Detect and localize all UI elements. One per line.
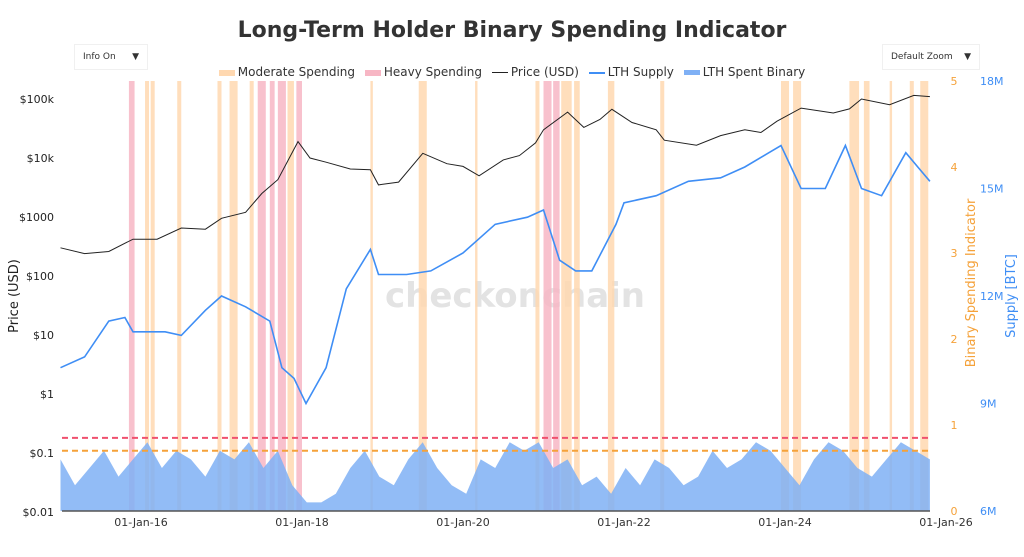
band-moderate <box>849 81 860 511</box>
legend-heavy[interactable]: Heavy Spending <box>364 65 482 79</box>
y-supply-tick-label: 15M <box>980 183 1004 196</box>
info-label: Info On <box>83 52 116 62</box>
band-heavy <box>296 81 302 511</box>
band-moderate <box>793 81 802 511</box>
y-left-tick-label: $0.1 <box>30 447 55 460</box>
y-left-tick-label: $10k <box>27 152 55 165</box>
band-moderate <box>177 81 182 511</box>
chart-title: Long-Term Holder Binary Spending Indicat… <box>237 18 787 43</box>
chevron-down-icon: ▼ <box>964 52 971 62</box>
info-dropdown[interactable]: Info On ▼ <box>74 44 148 70</box>
y-left-axis-title: Price (USD) <box>7 259 22 333</box>
band-heavy <box>257 81 266 511</box>
lth-supply-line <box>60 143 931 406</box>
band-moderate <box>535 81 540 511</box>
band-moderate <box>475 81 478 511</box>
band-moderate <box>287 81 294 511</box>
band-moderate <box>607 81 615 511</box>
x-tick-label: 01-Jan-26 <box>919 516 973 529</box>
band-moderate <box>660 81 665 511</box>
y-supply-tick-label: 12M <box>980 290 1004 303</box>
y-binary-axis-title: Binary Spending Indicator <box>964 198 979 367</box>
y-supply-tick-label: 9M <box>980 398 997 411</box>
band-moderate <box>145 81 150 511</box>
price-line <box>60 94 930 255</box>
band-moderate <box>249 81 254 511</box>
y-binary-tick-label: 3 <box>951 247 958 260</box>
band-moderate <box>217 81 222 511</box>
y-left-tick-label: $1000 <box>19 211 54 224</box>
legend-price[interactable]: Price (USD) <box>491 65 579 79</box>
band-moderate <box>920 81 929 511</box>
band-heavy <box>553 81 560 511</box>
band-moderate <box>780 81 790 511</box>
band-moderate <box>229 81 238 511</box>
y-binary-tick-label: 1 <box>951 419 958 432</box>
band-heavy <box>269 81 275 511</box>
band-moderate <box>574 81 580 511</box>
y-left-tick-label: $1 <box>40 388 54 401</box>
band-moderate <box>561 81 572 511</box>
zoom-label: Default Zoom <box>891 52 953 62</box>
y-left-tick-label: $10 <box>33 329 54 342</box>
zoom-dropdown[interactable]: Default Zoom ▼ <box>882 44 980 70</box>
x-tick-label: 01-Jan-18 <box>275 516 329 529</box>
band-heavy <box>277 81 286 511</box>
legend-moderate[interactable]: Moderate Spending <box>218 65 355 79</box>
y-binary-tick-label: 0 <box>951 505 958 518</box>
y-binary-tick-label: 4 <box>951 161 958 174</box>
band-moderate <box>150 81 155 511</box>
band-heavy <box>543 81 552 511</box>
band-moderate <box>889 81 893 511</box>
band-moderate <box>863 81 870 511</box>
y-supply-tick-label: 6M <box>980 505 997 518</box>
y-supply-tick-label: 18M <box>980 75 1004 88</box>
lth-spent-binary-area <box>60 442 930 511</box>
y-supply-axis-title: Supply [BTC] <box>1004 254 1019 338</box>
x-tick-label: 01-Jan-24 <box>758 516 812 529</box>
y-binary-tick-label: 5 <box>951 75 958 88</box>
x-tick-label: 01-Jan-20 <box>436 516 490 529</box>
legend-supply[interactable]: LTH Supply <box>588 65 674 79</box>
band-moderate <box>909 81 914 511</box>
band-moderate <box>370 81 373 511</box>
legend-spent[interactable]: LTH Spent Binary <box>683 65 805 79</box>
watermark: checkonchain <box>385 276 645 316</box>
chevron-down-icon: ▼ <box>132 52 139 62</box>
y-left-tick-label: $100k <box>20 93 55 106</box>
x-tick-label: 01-Jan-16 <box>114 516 168 529</box>
y-left-tick-label: $0.01 <box>23 506 55 519</box>
legend: Moderate Spending Heavy Spending Price (… <box>0 65 1024 79</box>
y-left-tick-label: $100 <box>26 270 54 283</box>
y-binary-tick-label: 2 <box>951 333 958 346</box>
x-tick-label: 01-Jan-22 <box>597 516 651 529</box>
band-moderate <box>418 81 427 511</box>
band-heavy <box>128 81 135 511</box>
